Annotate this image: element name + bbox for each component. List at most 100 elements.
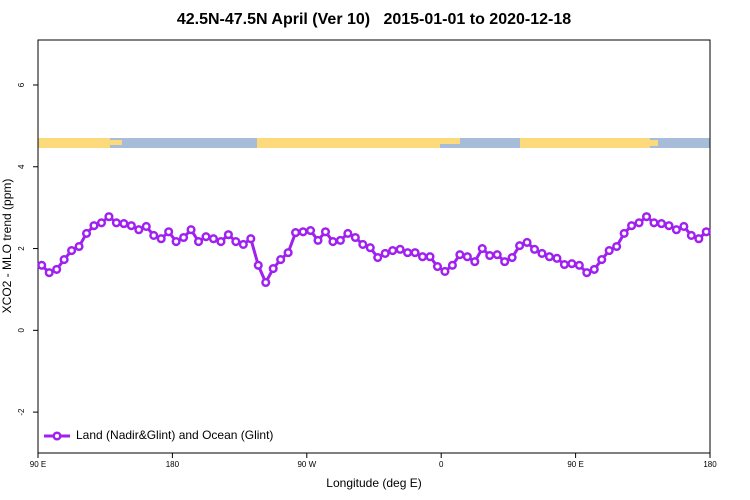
- point: [477, 243, 487, 254]
- land-strip: [257, 138, 440, 148]
- point: [492, 250, 502, 260]
- point: [96, 218, 107, 228]
- point: [350, 232, 360, 243]
- point: [37, 260, 47, 270]
- point: [462, 252, 472, 262]
- point: [686, 230, 696, 241]
- point: [253, 260, 263, 270]
- point: [246, 234, 256, 244]
- point: [589, 264, 599, 274]
- point: [373, 252, 383, 263]
- point: [470, 257, 480, 267]
- point: [268, 264, 278, 274]
- point: [298, 227, 308, 237]
- point: [276, 255, 286, 265]
- y-tick-label: 4: [17, 164, 26, 169]
- point: [283, 248, 293, 258]
- point: [679, 221, 689, 232]
- point: [559, 259, 569, 270]
- point: [149, 230, 159, 241]
- y-tick-label: 2: [17, 246, 26, 251]
- point: [335, 235, 345, 245]
- point: [619, 228, 629, 238]
- point: [74, 241, 84, 252]
- y-axis-title: XCO2 - MLO trend (ppm): [0, 179, 14, 314]
- point: [216, 237, 226, 247]
- point: [208, 234, 219, 244]
- point: [432, 261, 443, 272]
- point: [89, 221, 99, 231]
- point: [597, 255, 607, 265]
- point: [649, 218, 659, 228]
- land-strip: [650, 140, 658, 146]
- point: [358, 239, 368, 250]
- point: [582, 268, 592, 278]
- point: [81, 228, 92, 238]
- point: [44, 268, 54, 278]
- legend-label: Land (Nadir&Glint) and Ocean (Glint): [76, 428, 273, 442]
- point: [455, 250, 465, 260]
- point: [440, 266, 450, 276]
- point: [134, 225, 144, 235]
- land-ocean-band: [38, 138, 710, 148]
- point: [567, 259, 577, 269]
- x-tick-label: 90 E: [30, 460, 46, 469]
- point: [223, 230, 233, 240]
- point: [529, 244, 540, 254]
- land-strip: [440, 138, 460, 144]
- land-strip: [110, 140, 122, 145]
- point: [201, 232, 211, 242]
- point: [104, 212, 114, 222]
- land-strip: [520, 138, 650, 148]
- point: [627, 221, 637, 231]
- point: [305, 226, 316, 236]
- point: [447, 260, 457, 270]
- point: [343, 228, 353, 238]
- point: [171, 237, 181, 247]
- point: [313, 235, 323, 245]
- point: [552, 253, 562, 263]
- point: [238, 239, 248, 250]
- point: [193, 237, 204, 247]
- point: [328, 237, 338, 247]
- point: [231, 237, 241, 247]
- point: [485, 250, 495, 261]
- point: [634, 218, 644, 228]
- point: [141, 221, 151, 232]
- land-strip: [38, 138, 110, 148]
- x-tick-label: 90 E: [567, 460, 583, 469]
- x-tick-label: 180: [166, 460, 180, 469]
- point: [111, 218, 121, 228]
- point: [126, 221, 136, 231]
- point: [403, 248, 413, 258]
- point: [507, 252, 517, 263]
- point: [425, 252, 435, 262]
- point: [515, 241, 525, 251]
- point: [612, 241, 622, 252]
- point: [694, 234, 704, 244]
- y-tick-label: 0: [17, 328, 26, 333]
- x-axis-title: Longitude (deg E): [326, 476, 421, 490]
- point: [320, 227, 331, 237]
- point: [544, 252, 555, 262]
- y-tick-label: -2: [17, 408, 26, 416]
- point: [52, 264, 62, 274]
- point: [537, 248, 547, 259]
- x-tick-label: 0: [439, 460, 444, 469]
- point: [59, 255, 69, 265]
- point: [156, 234, 166, 244]
- point: [261, 277, 271, 288]
- point: [522, 237, 532, 247]
- point: [574, 260, 584, 270]
- point: [164, 227, 174, 237]
- point: [701, 227, 711, 237]
- point: [656, 219, 667, 229]
- x-tick-label: 90 W: [297, 460, 316, 469]
- point: [380, 248, 390, 259]
- point: [365, 243, 375, 253]
- point: [67, 246, 77, 256]
- point: [500, 257, 510, 267]
- point: [388, 246, 398, 256]
